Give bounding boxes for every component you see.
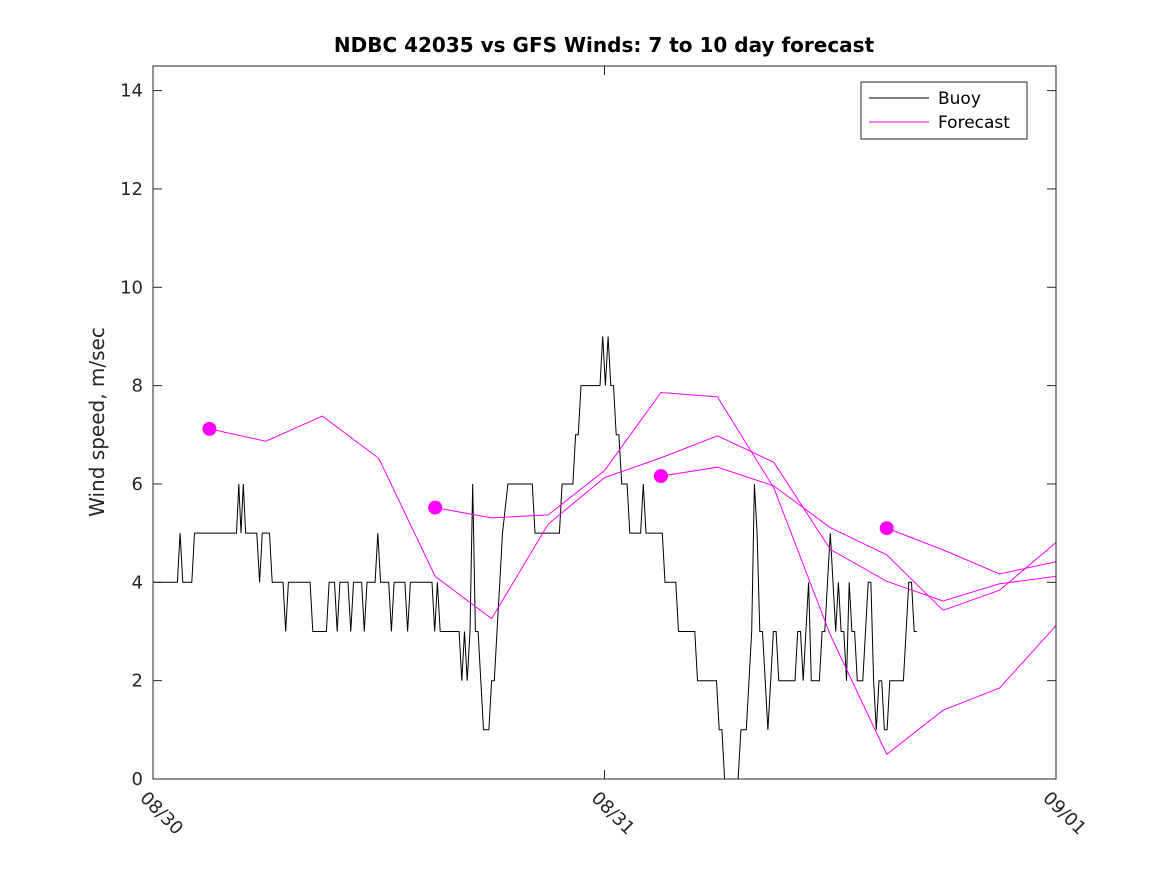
y-tick-label: 10 xyxy=(120,277,143,298)
x-tick-label: 08/30 xyxy=(135,788,187,840)
legend-box xyxy=(860,81,1028,140)
legend: Buoy Forecast xyxy=(860,81,1028,140)
forecast-run-line-2 xyxy=(435,391,1057,756)
y-tick-label: 8 xyxy=(132,376,143,397)
plot-area: 0 2 4 6 8 10 12 14 08/30 08/31 09/01 xyxy=(120,65,1090,840)
y-tick-label: 4 xyxy=(132,572,143,593)
series-layer xyxy=(153,336,1057,780)
x-tick-label: 09/01 xyxy=(1038,788,1090,840)
x-tick-label: 08/31 xyxy=(587,788,639,840)
forecast-run-start-marker-3 xyxy=(653,469,668,484)
plot-background xyxy=(153,66,1056,779)
chart-title: NDBC 42035 vs GFS Winds: 7 to 10 day for… xyxy=(334,33,875,57)
legend-forecast-label: Forecast xyxy=(938,113,1010,133)
forecast-run-line-3 xyxy=(660,466,1057,611)
forecast-run-start-marker-1 xyxy=(202,421,217,436)
y-tick-label: 2 xyxy=(132,671,143,692)
forecast-run-line-1 xyxy=(209,415,1057,620)
y-axis-label: Wind speed, m/sec xyxy=(85,327,109,517)
y-tick-label: 14 xyxy=(120,81,143,102)
y-tick-label: 6 xyxy=(132,474,143,495)
y-tick-label: 0 xyxy=(132,769,143,790)
series-line-buoy xyxy=(153,336,917,780)
forecast-run-start-marker-4 xyxy=(879,521,894,536)
legend-buoy-label: Buoy xyxy=(938,89,981,109)
forecast-run-start-marker-2 xyxy=(428,500,443,515)
y-tick-label: 12 xyxy=(120,179,143,200)
forecast-run-line-4 xyxy=(886,527,1057,575)
